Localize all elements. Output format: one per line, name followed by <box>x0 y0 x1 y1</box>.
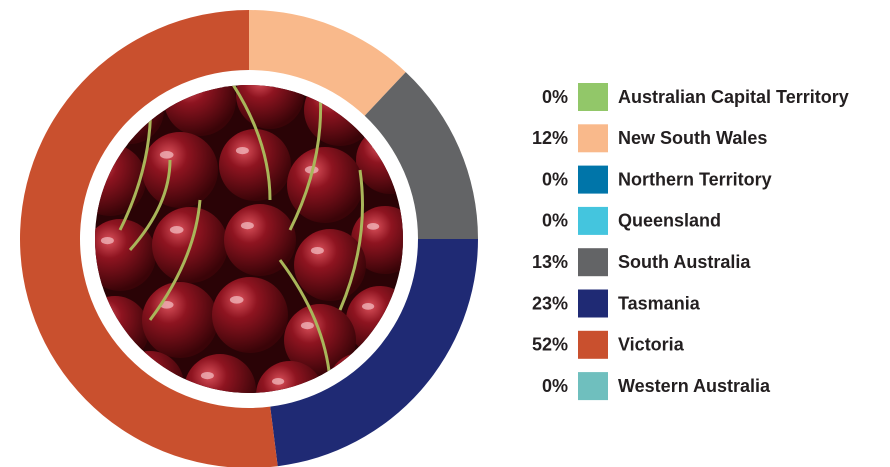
cherry <box>236 85 304 129</box>
legend-swatch <box>578 289 608 318</box>
donut-segment <box>364 72 478 239</box>
stem <box>148 199 202 321</box>
cherry-highlight <box>159 151 174 159</box>
cherry <box>142 282 218 358</box>
legend-swatch <box>578 372 608 401</box>
legend-value: 13% <box>532 252 568 272</box>
legend-label: Queensland <box>618 211 721 231</box>
legend-value: 0% <box>542 376 568 396</box>
stem <box>128 159 172 251</box>
donut <box>20 10 478 467</box>
cherry <box>287 147 363 223</box>
cherry-highlight <box>320 92 334 100</box>
legend-swatch <box>578 206 608 235</box>
cherry-highlight <box>252 78 264 85</box>
cherry <box>142 132 218 208</box>
cherry <box>95 144 146 216</box>
legend-label: South Australia <box>618 252 751 272</box>
legend-value: 23% <box>532 293 568 313</box>
cherry <box>224 204 296 276</box>
cherry <box>284 304 356 376</box>
legend-label: Western Australia <box>618 376 771 396</box>
cherry-highlight <box>240 222 254 230</box>
stem <box>338 169 364 311</box>
legend-swatch <box>578 330 608 359</box>
legend-swatch <box>578 165 608 194</box>
cherry-highlight <box>366 223 380 230</box>
cherry-highlight <box>271 378 285 385</box>
legend-value: 0% <box>542 211 568 231</box>
cherry <box>95 219 156 291</box>
legend-value: 12% <box>532 128 568 148</box>
cherry-highlight <box>310 247 324 255</box>
cherry <box>219 129 291 201</box>
cherry-highlight <box>169 226 184 234</box>
legend: 0% Australian Capital Territory 12% New Sou… <box>532 83 849 401</box>
cherry <box>164 85 236 136</box>
stem <box>278 259 332 381</box>
cherry-highlight <box>100 237 114 245</box>
stem <box>288 89 323 231</box>
legend-value: 52% <box>532 335 568 355</box>
cherry-highlight <box>200 372 214 380</box>
cherry-highlight <box>300 322 314 330</box>
legend-value: 0% <box>542 169 568 189</box>
cherry-highlight <box>371 143 385 150</box>
legend-swatch <box>578 248 608 277</box>
legend-swatch <box>578 83 608 111</box>
cherry <box>256 361 324 393</box>
stem <box>228 85 272 201</box>
cherry-highlight <box>229 296 244 304</box>
cherry <box>212 277 288 353</box>
legend-value: 0% <box>542 87 568 107</box>
legend-label: Victoria <box>618 335 685 355</box>
donut-segment <box>249 10 406 116</box>
cherry-highlight <box>361 303 375 310</box>
donut-segment <box>270 239 478 467</box>
legend-swatch <box>578 124 608 153</box>
cherry <box>294 229 366 301</box>
legend-label: New South Wales <box>618 128 767 148</box>
donut-segment <box>20 10 278 467</box>
legend-label: Tasmania <box>618 293 701 313</box>
cherry <box>184 354 256 393</box>
cherry-highlight <box>235 147 249 155</box>
legend-label: Australian Capital Territory <box>618 87 849 107</box>
legend-label: Northern Territory <box>618 169 772 189</box>
